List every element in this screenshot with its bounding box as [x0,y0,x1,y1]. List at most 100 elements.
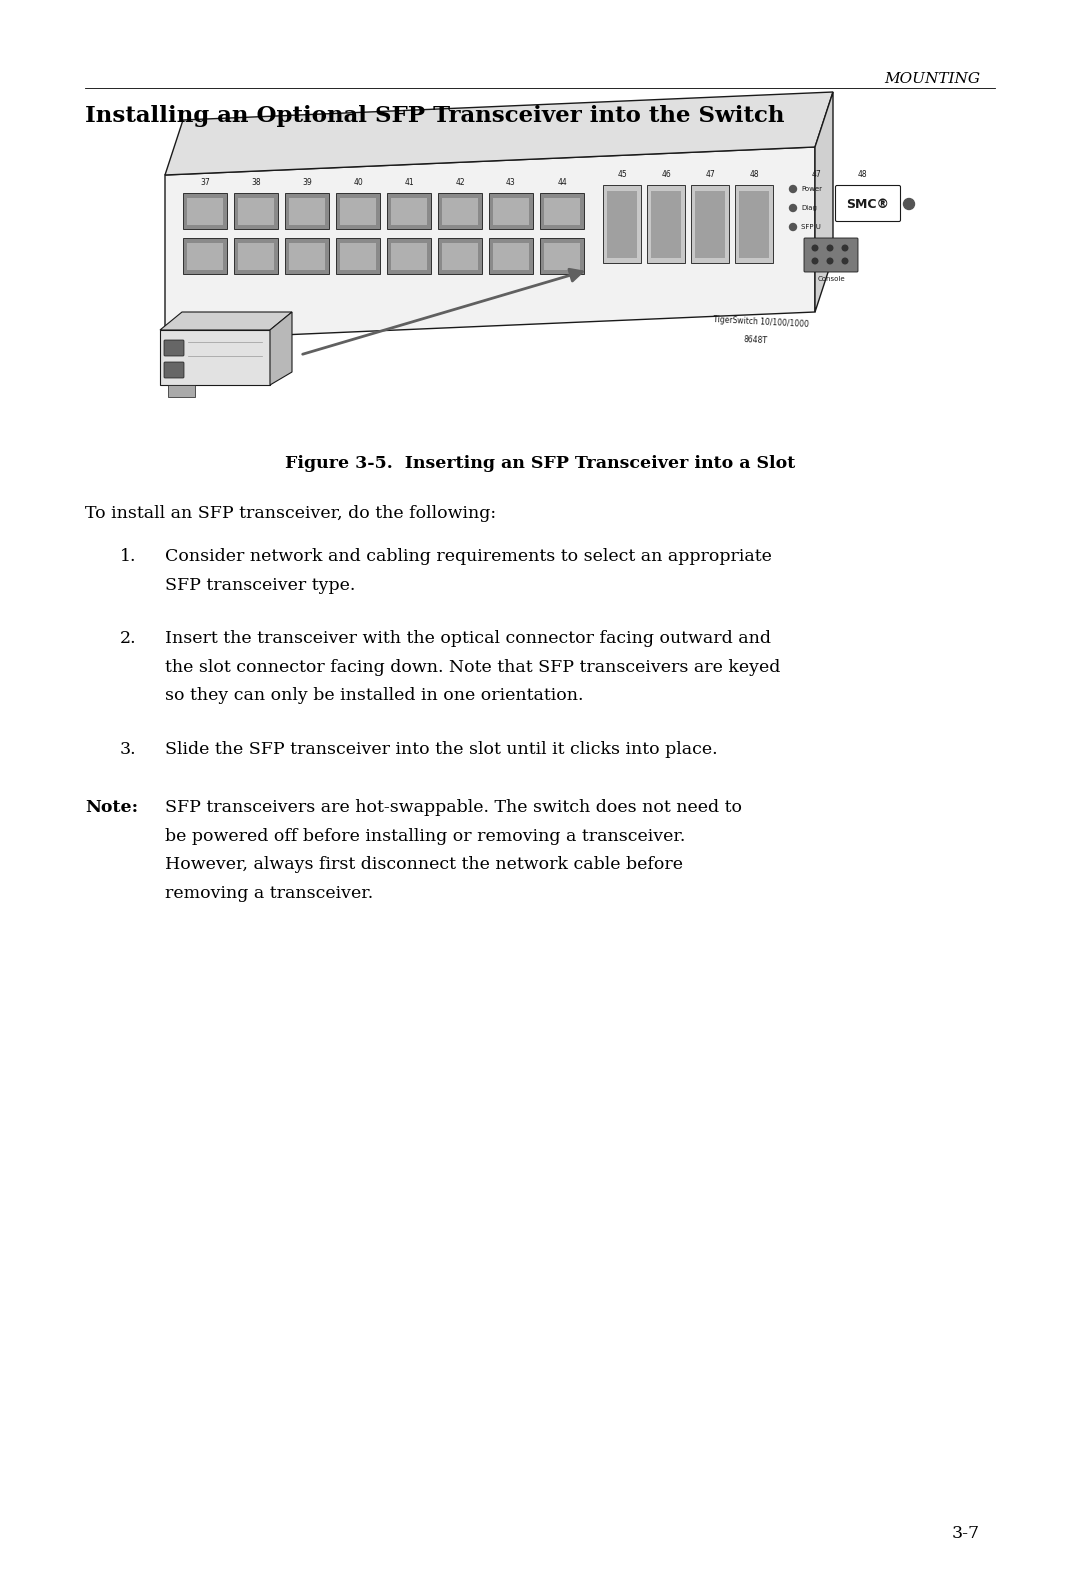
Polygon shape [238,198,274,225]
Polygon shape [492,243,529,270]
Circle shape [789,185,797,193]
Polygon shape [391,243,427,270]
Polygon shape [289,198,325,225]
Polygon shape [387,239,431,275]
Text: 41: 41 [404,177,414,187]
Text: MOUNTING: MOUNTING [885,72,980,86]
Text: the slot connector facing down. Note that SFP transceivers are keyed: the slot connector facing down. Note tha… [165,658,781,675]
Polygon shape [540,193,584,229]
Polygon shape [607,192,637,257]
Text: Console: Console [818,276,845,283]
FancyBboxPatch shape [836,185,901,221]
Polygon shape [165,148,815,341]
Polygon shape [336,193,380,229]
Circle shape [827,257,833,264]
Circle shape [827,245,833,251]
Text: 48: 48 [750,170,759,179]
Text: 43: 43 [507,177,516,187]
Polygon shape [168,385,195,397]
Polygon shape [438,193,482,229]
Text: 48: 48 [858,170,867,179]
Text: SMC®: SMC® [847,198,890,210]
Polygon shape [696,192,725,257]
Circle shape [789,204,797,212]
Text: 47: 47 [812,170,822,179]
Text: 1.: 1. [120,548,136,565]
Polygon shape [234,193,278,229]
Polygon shape [735,185,773,264]
FancyBboxPatch shape [164,363,184,378]
Text: so they can only be installed in one orientation.: so they can only be installed in one ori… [165,688,583,703]
Polygon shape [387,193,431,229]
Text: Figure 3-5.  Inserting an SFP Transceiver into a Slot: Figure 3-5. Inserting an SFP Transceiver… [285,455,795,473]
Polygon shape [160,312,292,330]
Polygon shape [160,330,270,385]
Text: 46: 46 [661,170,671,179]
Text: removing a transceiver.: removing a transceiver. [165,884,374,901]
Polygon shape [540,239,584,275]
Polygon shape [544,243,580,270]
Text: 45: 45 [617,170,626,179]
Polygon shape [336,239,380,275]
Polygon shape [183,239,227,275]
Polygon shape [647,185,685,264]
Polygon shape [691,185,729,264]
Circle shape [904,198,915,209]
Text: 37: 37 [200,177,210,187]
Text: 42: 42 [455,177,464,187]
Polygon shape [183,193,227,229]
Text: be powered off before installing or removing a transceiver.: be powered off before installing or remo… [165,827,686,845]
Text: Diag: Diag [801,206,816,210]
Text: 40: 40 [353,177,363,187]
FancyBboxPatch shape [804,239,858,272]
Polygon shape [438,239,482,275]
Polygon shape [270,312,292,385]
Polygon shape [187,198,222,225]
Polygon shape [234,239,278,275]
Text: To install an SFP transceiver, do the following:: To install an SFP transceiver, do the fo… [85,506,496,521]
FancyBboxPatch shape [164,341,184,356]
Text: However, always first disconnect the network cable before: However, always first disconnect the net… [165,856,683,873]
Polygon shape [285,239,329,275]
Text: 8648T: 8648T [743,334,767,345]
Text: SFP transceiver type.: SFP transceiver type. [165,576,355,593]
Polygon shape [651,192,681,257]
Polygon shape [492,198,529,225]
Polygon shape [187,243,222,270]
Polygon shape [442,198,478,225]
Polygon shape [289,243,325,270]
Text: 47: 47 [705,170,715,179]
Polygon shape [489,193,534,229]
Text: 3.: 3. [120,741,137,757]
Text: 38: 38 [252,177,260,187]
Text: Insert the transceiver with the optical connector facing outward and: Insert the transceiver with the optical … [165,630,771,647]
Polygon shape [544,198,580,225]
Text: SFP U: SFP U [801,225,821,229]
Polygon shape [489,239,534,275]
Polygon shape [442,243,478,270]
Polygon shape [739,192,769,257]
Polygon shape [340,243,376,270]
Text: Slide the SFP transceiver into the slot until it clicks into place.: Slide the SFP transceiver into the slot … [165,741,717,757]
Text: Power: Power [801,185,822,192]
Circle shape [789,223,797,231]
Polygon shape [603,185,642,264]
Polygon shape [815,93,833,312]
Circle shape [842,257,848,264]
Text: Installing an Optional SFP Transceiver into the Switch: Installing an Optional SFP Transceiver i… [85,105,784,127]
Text: 2.: 2. [120,630,137,647]
Polygon shape [340,198,376,225]
Text: 3-7: 3-7 [951,1524,980,1542]
Text: TigerSwitch 10/100/1000: TigerSwitch 10/100/1000 [713,316,809,330]
Text: SFP transceivers are hot-swappable. The switch does not need to: SFP transceivers are hot-swappable. The … [165,799,742,816]
Text: Note:: Note: [85,799,138,816]
Polygon shape [238,243,274,270]
Polygon shape [165,93,833,174]
Polygon shape [391,198,427,225]
Text: 44: 44 [557,177,567,187]
Text: Consider network and cabling requirements to select an appropriate: Consider network and cabling requirement… [165,548,772,565]
Circle shape [842,245,848,251]
Text: 39: 39 [302,177,312,187]
Circle shape [812,257,818,264]
Polygon shape [285,193,329,229]
